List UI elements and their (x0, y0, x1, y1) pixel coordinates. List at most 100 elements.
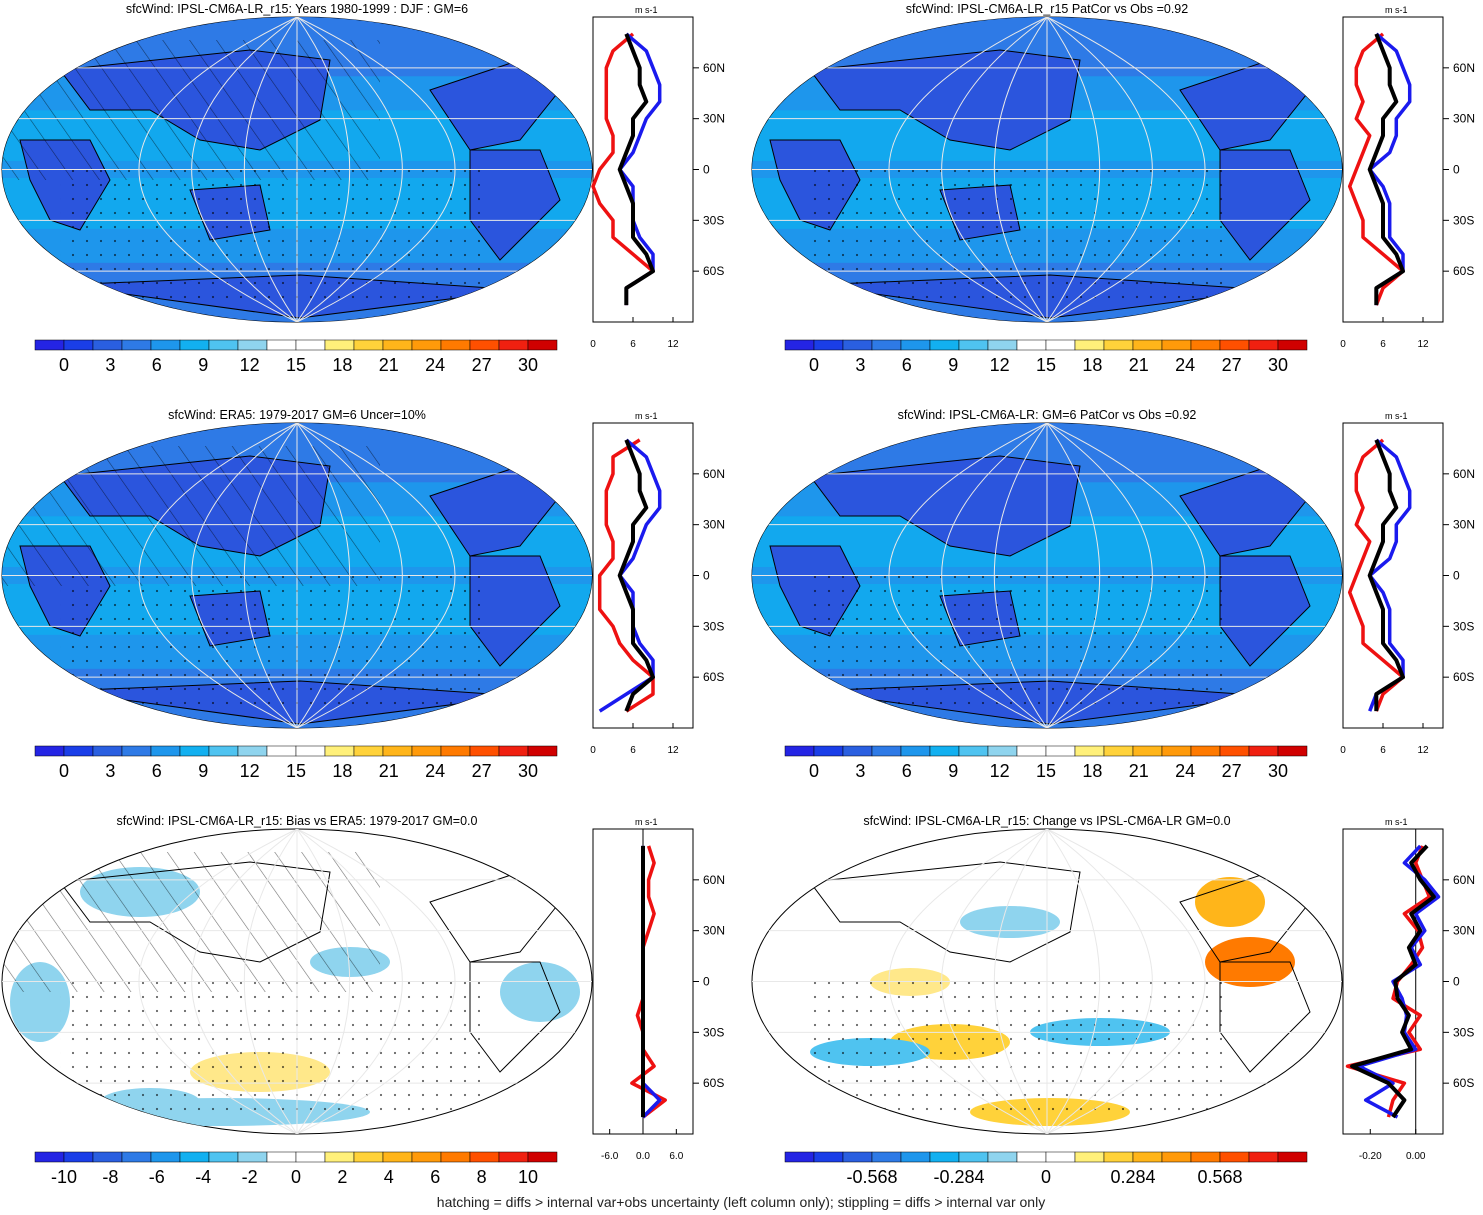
colorbar-label: 6 (152, 761, 162, 781)
colorbar-swatch (179, 1151, 210, 1163)
colorbar-label: 0 (291, 1167, 301, 1187)
colorbar-swatch (266, 339, 297, 351)
colorbar-swatch (527, 339, 558, 351)
colorbar-label: 6 (902, 355, 912, 375)
colorbar-label: 21 (1129, 355, 1149, 375)
colorbar: 0 3 6 9 12 15 18 21 24 27 30 (784, 745, 1308, 781)
colorbar-label: 0 (809, 761, 819, 781)
zonal-mean-plot: m s-1 60N 30N 0 30S 60S -0.20 0.00 (1342, 817, 1475, 1162)
colorbar-label: 2 (337, 1167, 347, 1187)
zonal-mean-plot: m s-1 60N 30N 0 30S 60S 0 6 12 (1340, 411, 1475, 756)
zonal-line-black (617, 439, 655, 712)
colorbar-swatch (382, 745, 413, 757)
colorbar-swatch (1074, 745, 1105, 757)
colorbar-swatch (813, 745, 844, 757)
colorbar-swatch (121, 339, 152, 351)
units-label: m s-1 (635, 817, 658, 827)
colorbar-swatch (1277, 1151, 1308, 1163)
colorbar-swatch (382, 339, 413, 351)
lat-tick-label: 60N (703, 61, 725, 75)
colorbar-label: 3 (105, 355, 115, 375)
lat-tick-label: 0 (1453, 569, 1460, 583)
colorbar-swatch (842, 339, 873, 351)
colorbar-label: 9 (948, 761, 958, 781)
colorbar-label: 18 (332, 355, 352, 375)
lat-tick-label: 30N (1453, 518, 1475, 532)
colorbar-swatch (1132, 745, 1163, 757)
colorbar-swatch (353, 339, 384, 351)
zonal-x-tick-label: 0.00 (1406, 1151, 1426, 1162)
colorbar-label: 12 (990, 355, 1010, 375)
colorbar-label: 24 (425, 355, 445, 375)
colorbar-label: 4 (384, 1167, 394, 1187)
zonal-line-red (591, 32, 655, 306)
colorbar-label: 3 (855, 761, 865, 781)
colorbar-swatch (1103, 745, 1134, 757)
colorbar-swatch (150, 339, 181, 351)
units-label: m s-1 (635, 411, 658, 421)
colorbar-swatch (813, 339, 844, 351)
colorbar-swatch (34, 339, 65, 351)
colorbar-swatch (784, 339, 815, 351)
lat-tick-label: 0 (703, 975, 710, 989)
lat-tick-label: 30S (703, 619, 724, 633)
colorbar-swatch (411, 1151, 442, 1163)
zonal-mean-plot: m s-1 60N 30N 0 30S 60S 0 6 12 (590, 411, 725, 756)
colorbar-swatch (34, 745, 65, 757)
colorbar-swatch (1103, 1151, 1134, 1163)
colorbar-label: 6 (152, 355, 162, 375)
colorbar-swatch (208, 745, 239, 757)
units-label: m s-1 (1385, 411, 1408, 421)
lat-tick-label: 30S (703, 213, 724, 227)
zonal-x-tick-label: 0 (1340, 339, 1346, 350)
lat-tick-label: 0 (703, 163, 710, 177)
colorbar-label: 9 (198, 761, 208, 781)
colorbar-swatch (237, 1151, 268, 1163)
colorbar-label: -10 (51, 1167, 77, 1187)
colorbar-swatch (987, 1151, 1018, 1163)
colorbar-label: 27 (1222, 355, 1242, 375)
colorbar-label: 15 (286, 355, 306, 375)
colorbar-swatch (1219, 745, 1250, 757)
zonal-x-tick-label: 6.0 (669, 1151, 683, 1162)
colorbar-label: 27 (1222, 761, 1242, 781)
colorbar-swatch (440, 1151, 471, 1163)
colorbar-label: 3 (855, 355, 865, 375)
colorbar-swatch (208, 1151, 239, 1163)
colorbar-swatch (1190, 745, 1221, 757)
zonal-x-tick-label: 6 (1380, 339, 1386, 350)
colorbar-swatch (527, 745, 558, 757)
colorbar-swatch (929, 745, 960, 757)
colorbar-label: 0.284 (1110, 1167, 1155, 1187)
colorbar-swatch (179, 339, 210, 351)
colorbar-swatch (1045, 1151, 1076, 1163)
colorbar-swatch (63, 339, 94, 351)
colorbar-label: 6 (430, 1167, 440, 1187)
colorbar-swatch (1277, 745, 1308, 757)
colorbar-swatch (842, 1151, 873, 1163)
colorbar-swatch (411, 745, 442, 757)
colorbar-swatch (498, 1151, 529, 1163)
colorbar-swatch (1219, 339, 1250, 351)
panel-title: sfcWind: ERA5: 1979-2017 GM=6 Uncer=10% (168, 408, 426, 422)
colorbar-swatch (1161, 339, 1192, 351)
colorbar-label: -0.568 (846, 1167, 897, 1187)
lat-tick-label: 60N (1453, 61, 1475, 75)
colorbar-swatch (266, 745, 297, 757)
colorbar: 0 3 6 9 12 15 18 21 24 27 30 (34, 745, 558, 781)
colorbar-label: 21 (379, 761, 399, 781)
colorbar-swatch (92, 1151, 123, 1163)
colorbar-swatch (1248, 745, 1279, 757)
zonal-line-red (1347, 32, 1405, 306)
colorbar-label: -2 (242, 1167, 258, 1187)
colorbar-swatch (987, 745, 1018, 757)
colorbar-label: -6 (149, 1167, 165, 1187)
zonal-x-tick-label: 12 (667, 745, 679, 756)
lat-tick-label: 0 (1453, 975, 1460, 989)
colorbar-swatch (842, 745, 873, 757)
panel-title: sfcWind: IPSL-CM6A-LR_r15 PatCor vs Obs … (906, 2, 1188, 16)
zonal-line-black (617, 33, 655, 306)
colorbar-label: 24 (425, 761, 445, 781)
colorbar-label: 27 (472, 761, 492, 781)
colorbar-swatch (527, 1151, 558, 1163)
